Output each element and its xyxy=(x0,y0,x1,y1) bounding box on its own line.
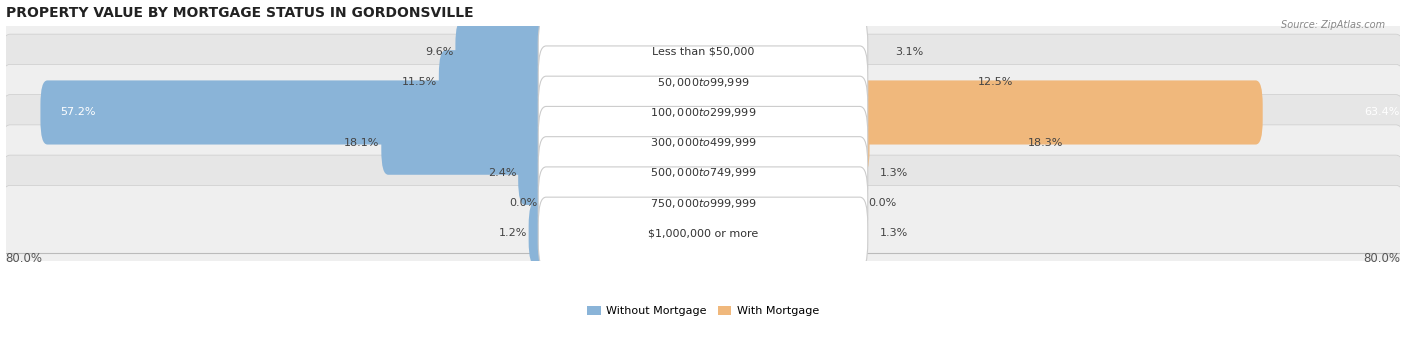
Text: $500,000 to $749,999: $500,000 to $749,999 xyxy=(650,166,756,179)
FancyBboxPatch shape xyxy=(0,94,1406,191)
FancyBboxPatch shape xyxy=(650,111,869,175)
FancyBboxPatch shape xyxy=(456,20,600,84)
FancyBboxPatch shape xyxy=(0,64,1406,161)
Text: 0.0%: 0.0% xyxy=(509,198,537,208)
FancyBboxPatch shape xyxy=(538,106,868,179)
Text: $100,000 to $299,999: $100,000 to $299,999 xyxy=(650,106,756,119)
FancyBboxPatch shape xyxy=(538,16,868,88)
FancyBboxPatch shape xyxy=(519,141,600,205)
FancyBboxPatch shape xyxy=(650,50,818,114)
FancyBboxPatch shape xyxy=(0,186,1406,282)
Text: 12.5%: 12.5% xyxy=(977,77,1012,87)
Text: $50,000 to $99,999: $50,000 to $99,999 xyxy=(657,76,749,89)
Text: 18.3%: 18.3% xyxy=(1028,138,1063,148)
Text: PROPERTY VALUE BY MORTGAGE STATUS IN GORDONSVILLE: PROPERTY VALUE BY MORTGAGE STATUS IN GOR… xyxy=(6,5,474,19)
FancyBboxPatch shape xyxy=(0,125,1406,221)
FancyBboxPatch shape xyxy=(650,80,1263,145)
FancyBboxPatch shape xyxy=(538,137,868,209)
FancyBboxPatch shape xyxy=(439,50,600,114)
Text: Source: ZipAtlas.com: Source: ZipAtlas.com xyxy=(1281,20,1385,30)
Text: 63.4%: 63.4% xyxy=(1364,107,1399,117)
FancyBboxPatch shape xyxy=(41,80,600,145)
Text: 9.6%: 9.6% xyxy=(425,47,454,57)
FancyBboxPatch shape xyxy=(538,197,868,270)
Text: 11.5%: 11.5% xyxy=(402,77,437,87)
Text: 3.1%: 3.1% xyxy=(896,47,924,57)
Text: 1.3%: 1.3% xyxy=(880,228,908,238)
FancyBboxPatch shape xyxy=(650,141,721,205)
Text: $300,000 to $499,999: $300,000 to $499,999 xyxy=(650,136,756,149)
FancyBboxPatch shape xyxy=(0,155,1406,251)
FancyBboxPatch shape xyxy=(538,167,868,239)
FancyBboxPatch shape xyxy=(0,4,1406,100)
Text: $1,000,000 or more: $1,000,000 or more xyxy=(648,228,758,238)
Text: 1.2%: 1.2% xyxy=(499,228,527,238)
FancyBboxPatch shape xyxy=(538,46,868,119)
Text: $750,000 to $999,999: $750,000 to $999,999 xyxy=(650,197,756,210)
Text: Less than $50,000: Less than $50,000 xyxy=(652,47,754,57)
Text: 18.1%: 18.1% xyxy=(344,138,380,148)
Text: 80.0%: 80.0% xyxy=(1364,252,1400,265)
Legend: Without Mortgage, With Mortgage: Without Mortgage, With Mortgage xyxy=(582,301,824,321)
FancyBboxPatch shape xyxy=(538,76,868,149)
FancyBboxPatch shape xyxy=(529,202,600,266)
FancyBboxPatch shape xyxy=(650,20,737,84)
FancyBboxPatch shape xyxy=(0,34,1406,130)
FancyBboxPatch shape xyxy=(381,111,600,175)
Text: 57.2%: 57.2% xyxy=(60,107,96,117)
Text: 0.0%: 0.0% xyxy=(869,198,897,208)
Text: 80.0%: 80.0% xyxy=(6,252,42,265)
FancyBboxPatch shape xyxy=(650,202,721,266)
Text: 1.3%: 1.3% xyxy=(880,168,908,178)
Text: 2.4%: 2.4% xyxy=(488,168,516,178)
